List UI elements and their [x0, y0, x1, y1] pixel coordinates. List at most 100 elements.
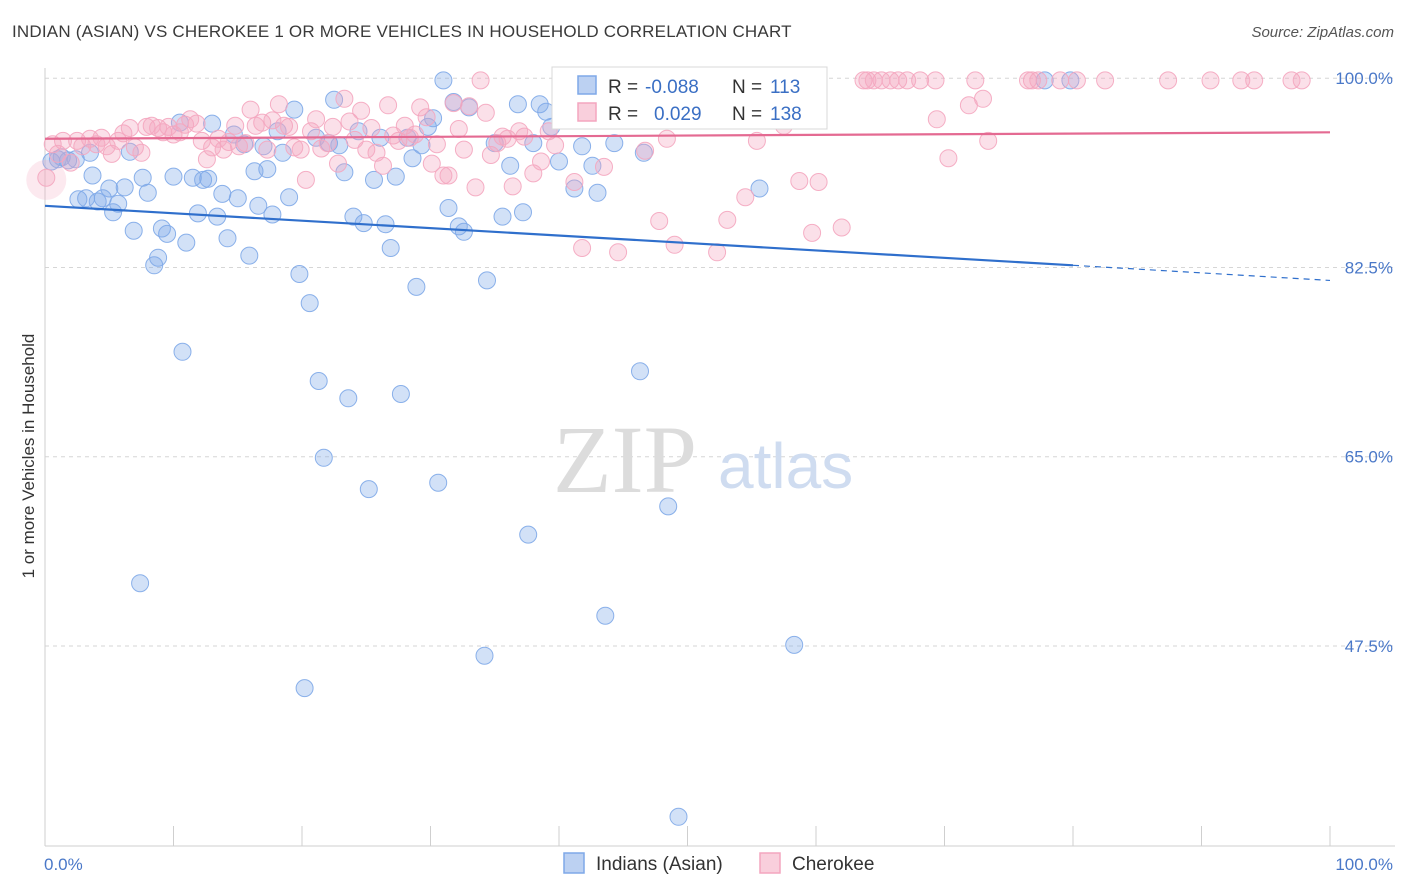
point-indians [573, 137, 592, 156]
point-cherokee [307, 110, 326, 129]
point-cherokee [532, 152, 550, 171]
point-cherokee [1282, 71, 1301, 90]
point-indians [109, 194, 128, 213]
point-cherokee [736, 188, 755, 207]
point-cherokee [595, 157, 613, 176]
x-tick-label-min: 0.0% [44, 855, 83, 874]
series-swatch-cherokee [759, 852, 781, 874]
point-cherokee [854, 71, 873, 90]
legend-r-label-1: R = [608, 77, 638, 98]
point-cherokee [1096, 71, 1115, 90]
point-indians [152, 219, 171, 238]
point-indians [424, 109, 443, 128]
point-cherokee [911, 71, 930, 90]
point-cherokee [573, 239, 592, 257]
point-cherokee [636, 141, 655, 160]
point-cherokee [1245, 71, 1264, 90]
point-cherokee [449, 120, 468, 138]
point-cherokee [927, 110, 946, 129]
series-label-indians: Indians (Asian) [596, 854, 723, 875]
point-cherokee [197, 150, 216, 169]
trend-line-indians-extrapolated [1072, 264, 1331, 282]
point-cherokee [439, 166, 458, 185]
point-cherokee [832, 218, 851, 237]
point-cherokee [665, 235, 684, 254]
point-indians [133, 168, 152, 187]
point-indians [403, 149, 422, 168]
point-cherokee [318, 134, 337, 153]
point-indians [104, 203, 123, 222]
point-indians [475, 646, 494, 665]
point-indians [596, 606, 615, 625]
point-cherokee-cluster [26, 159, 67, 200]
legend-r-label-2: R = [608, 104, 638, 125]
point-cherokee [1022, 71, 1041, 90]
point-indians [750, 179, 769, 198]
point-cherokee [54, 131, 72, 150]
grid-lines [45, 77, 1395, 647]
point-cherokee [434, 166, 453, 185]
point-cherokee [481, 146, 500, 164]
point-cherokee [650, 212, 669, 230]
point-cherokee [417, 108, 436, 127]
y-tick-labels: 100.0% 82.5% 65.0% 47.5% [1335, 69, 1393, 656]
point-indians [131, 574, 150, 593]
point-cherokee [335, 89, 354, 108]
legend-n-value-2: 138 [770, 104, 802, 125]
watermark: ZIP atlas [553, 406, 853, 513]
legend-swatch-indians [577, 75, 597, 95]
point-indians [508, 95, 527, 114]
point-cherokee [858, 71, 877, 90]
point-indians [263, 205, 282, 224]
point-cherokee [1067, 71, 1086, 90]
point-cherokee [241, 100, 260, 119]
point-cherokee [1029, 71, 1048, 90]
point-indians [407, 277, 426, 296]
point-indians [501, 156, 520, 175]
legend-box [551, 66, 828, 130]
point-indians [158, 224, 177, 243]
point-cherokee [406, 125, 425, 144]
point-cherokee [444, 94, 463, 113]
watermark-zip: ZIP [553, 406, 697, 513]
source-label: Source: ZipAtlas.com [1251, 24, 1394, 41]
point-indians [785, 635, 804, 654]
point-indians [59, 151, 78, 170]
point-indians [173, 342, 192, 361]
point-cherokee [939, 149, 958, 168]
point-indians [290, 265, 309, 283]
point-cherokee [340, 112, 359, 131]
point-indians [550, 152, 568, 171]
point-cherokee [345, 130, 364, 149]
point-indians [88, 192, 107, 211]
point-cherokee [966, 71, 985, 90]
point-cherokee [790, 172, 809, 190]
point-cherokee [460, 97, 479, 116]
point-cherokee [546, 136, 565, 155]
point-cherokee [43, 135, 62, 154]
point-cherokee [329, 154, 347, 173]
point-cherokee [37, 168, 56, 187]
point-cherokee [708, 243, 727, 262]
point-cherokee [657, 129, 676, 148]
point-indians [100, 179, 119, 198]
point-cherokee [503, 177, 522, 196]
legend-swatch-cherokee [577, 102, 597, 122]
chart-title: INDIAN (ASIAN) VS CHEROKEE 1 OR MORE VEH… [12, 22, 792, 41]
legend-r-value-2: 0.029 [654, 104, 702, 125]
point-indians [381, 239, 400, 257]
point-cherokee [427, 135, 446, 154]
point-cherokee [323, 117, 342, 136]
point-indians [1061, 71, 1080, 90]
point-indians [83, 166, 102, 185]
trend-lines [44, 131, 1331, 282]
point-cherokee [1201, 71, 1220, 90]
point-indians [314, 448, 333, 467]
point-indians [300, 294, 319, 313]
point-cherokee [1051, 71, 1070, 90]
point-indians [285, 100, 304, 119]
y-tick-label: 47.5% [1345, 637, 1393, 656]
point-cherokee [362, 119, 381, 137]
y-tick-label: 100.0% [1335, 69, 1393, 88]
